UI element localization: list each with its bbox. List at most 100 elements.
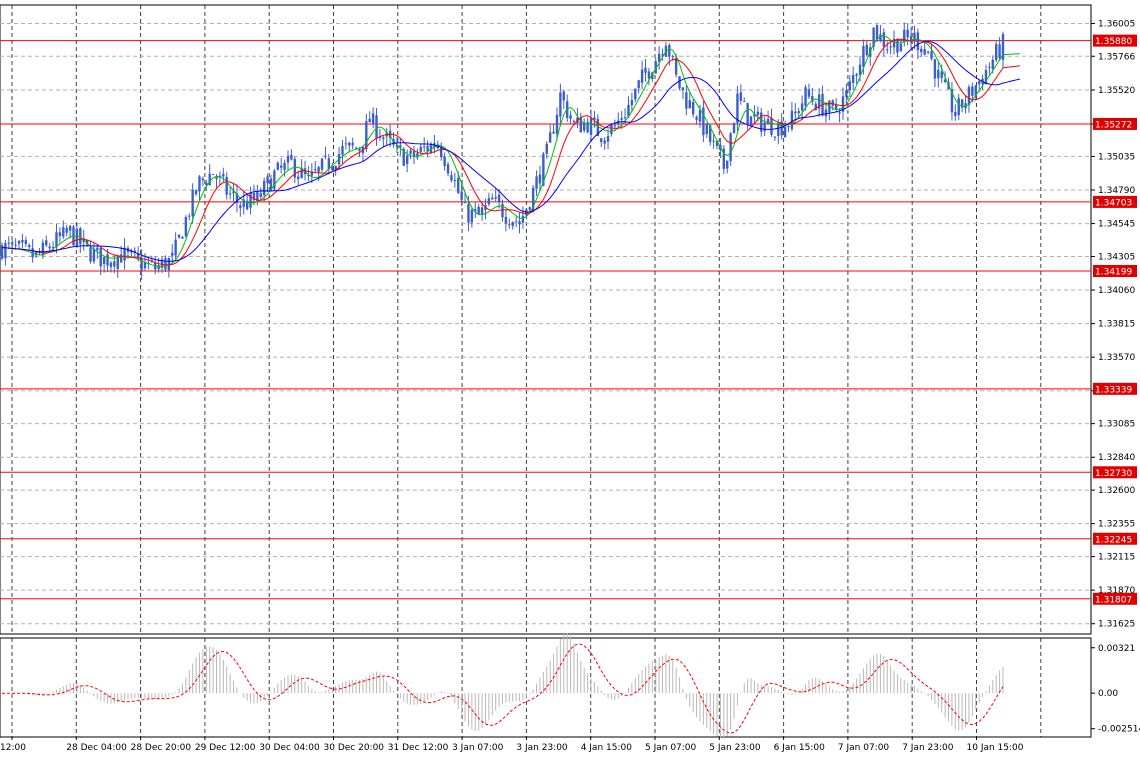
candle-body: [378, 136, 382, 138]
candle-body: [845, 90, 848, 98]
candle-body: [1001, 34, 1005, 60]
candle-body: [756, 111, 760, 116]
candle-body: [834, 104, 838, 110]
candle-body: [228, 193, 232, 195]
candle-body: [858, 64, 862, 75]
candle-body: [65, 228, 68, 233]
candle-body: [143, 261, 147, 269]
candle-body: [11, 242, 14, 245]
candle-body: [21, 240, 24, 243]
candle-body: [429, 143, 433, 154]
candle-body: [790, 110, 794, 130]
x-tick-label: 5 Jan 07:00: [645, 743, 697, 753]
candle-body: [157, 265, 160, 270]
candle-body: [416, 153, 419, 158]
candle-body: [579, 117, 583, 133]
candle-body: [79, 228, 82, 245]
candle-body: [119, 254, 123, 263]
candle-body: [967, 86, 971, 106]
y-tick-label: 1.34545: [1098, 220, 1135, 230]
candle-body: [627, 104, 630, 117]
candle-body: [766, 118, 770, 124]
candle-body: [273, 170, 276, 189]
candle-body: [497, 194, 501, 203]
candle-body: [875, 25, 879, 40]
candle-body: [807, 89, 811, 97]
y-tick-label: 1.32115: [1098, 553, 1135, 563]
candle-body: [351, 142, 354, 146]
moving-average-line: [1, 38, 1021, 266]
candle-body: [780, 121, 783, 136]
candle-body: [34, 252, 38, 256]
candle-body: [395, 145, 399, 147]
candle-body: [293, 158, 297, 178]
candle-body: [695, 116, 698, 120]
candle-body: [552, 131, 555, 134]
candle-body: [749, 116, 753, 126]
candle-body: [644, 67, 647, 73]
candle-body: [201, 178, 205, 181]
candle-body: [354, 147, 358, 149]
candle-body: [269, 178, 273, 191]
candle-body: [324, 155, 327, 157]
candle-body: [317, 167, 320, 173]
candle-body: [797, 111, 800, 114]
candle-body: [344, 143, 348, 145]
candle-body: [446, 164, 450, 174]
candle-body: [198, 176, 201, 192]
candle-body: [705, 124, 708, 135]
y-tick-label: 1.33815: [1098, 320, 1135, 330]
candle-body: [341, 145, 344, 155]
candle-body: [957, 98, 960, 116]
candle-body: [712, 140, 715, 142]
candle-body: [188, 215, 191, 217]
candle-body: [892, 38, 896, 48]
level-label-box: [1093, 592, 1137, 605]
candle-body: [109, 262, 113, 268]
level-label: 1.34199: [1095, 267, 1132, 277]
candle-body: [681, 87, 685, 91]
candle-body: [872, 27, 875, 47]
candle-body: [62, 227, 65, 237]
candle-body: [511, 222, 514, 226]
main-panel-frame: [0, 4, 1092, 635]
candle-body: [41, 242, 45, 256]
level-label-box: [1093, 382, 1137, 395]
level-label-box: [1093, 532, 1137, 545]
x-tick-label: 28 Dec 04:00: [66, 743, 127, 753]
signal-line: [2, 643, 1004, 734]
candle-body: [855, 74, 858, 76]
candle-body: [668, 44, 671, 57]
candle-body: [923, 49, 926, 55]
indicator-tick-label: 0.00321: [1098, 644, 1135, 654]
candle-body: [300, 167, 303, 178]
candle-body: [235, 193, 239, 204]
x-tick-label: 6 Jan 15:00: [774, 743, 826, 753]
candle-body: [358, 149, 361, 151]
candle-body: [783, 127, 787, 138]
candle-body: [136, 253, 140, 258]
candle-body: [736, 93, 739, 123]
candle-body: [708, 125, 712, 142]
candle-body: [504, 216, 508, 224]
candle-body: [811, 96, 814, 102]
candle-body: [596, 118, 600, 137]
candle-body: [933, 59, 937, 79]
oscillator-histogram: [2, 633, 1004, 740]
candle-body: [514, 221, 518, 223]
candle-body: [494, 197, 497, 199]
candle-body: [232, 191, 235, 194]
candle-body: [14, 244, 17, 246]
candle-body: [365, 121, 368, 150]
candle-body: [242, 199, 245, 207]
candle-body: [314, 169, 317, 171]
candle-body: [457, 178, 460, 193]
candle-body: [800, 103, 804, 111]
candle-body: [320, 158, 324, 170]
candle-body: [419, 146, 422, 152]
candle-body: [208, 173, 211, 185]
candle-body: [279, 165, 283, 168]
candle-body: [559, 92, 562, 117]
candle-body: [535, 176, 538, 189]
candle-body: [899, 43, 903, 52]
